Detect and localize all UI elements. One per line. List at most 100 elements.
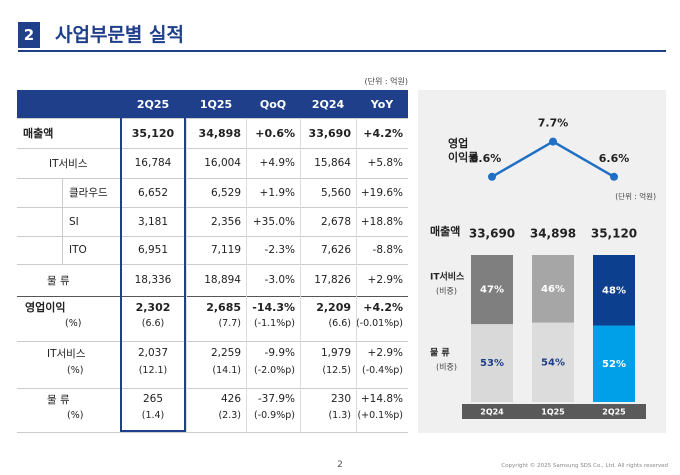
bar-segment	[532, 255, 574, 323]
table-cell: +4.9%	[259, 157, 295, 169]
table-cell: 2,678	[320, 215, 351, 228]
table-cell: 2,302	[135, 300, 171, 314]
margin-point	[610, 172, 618, 181]
bar-segment	[593, 325, 635, 402]
row-label: IT서비스	[49, 157, 88, 170]
table-cell: (6.6)	[141, 318, 165, 329]
table-cell: 34,898	[198, 126, 241, 140]
page-number: 2	[337, 460, 343, 470]
row-rule	[17, 207, 408, 208]
table-cell: 1,979	[320, 347, 351, 359]
table-cell: 17,826	[314, 274, 351, 286]
table-cell: (-2.0%p)	[253, 365, 295, 376]
table-cell: (+0.1%p)	[357, 410, 403, 421]
column-header: 2Q25	[136, 97, 170, 111]
bar-segment	[471, 255, 513, 325]
table-cell: 6,652	[137, 186, 169, 199]
row-label: (%)	[67, 410, 84, 421]
row-rule	[17, 178, 408, 179]
bar-segment	[593, 255, 635, 326]
row-rule	[17, 236, 408, 237]
table-cell: 426	[220, 393, 241, 405]
column-header: YoY	[370, 97, 394, 111]
row-label: 물 류	[47, 274, 70, 287]
row-label: 물 류	[47, 393, 70, 406]
segment-label: 54%	[541, 357, 565, 368]
margin-label: 7.7%	[538, 117, 569, 130]
table-cell: 16,784	[134, 157, 172, 169]
table-cell: (14.1)	[212, 365, 241, 376]
table-cell: +19.6%	[360, 186, 403, 199]
legend-name: 물 류	[430, 348, 450, 359]
row-label: IT서비스	[47, 347, 86, 360]
table-cell: (2.3)	[218, 410, 241, 421]
table-cell: 33,690	[308, 126, 351, 140]
table-cell: 265	[142, 393, 164, 405]
unit-note: (단위 : 억원)	[615, 191, 656, 201]
row-rule	[17, 341, 408, 342]
category-label: 1Q25	[541, 408, 565, 417]
row-rule	[17, 388, 408, 389]
indent-rule	[62, 207, 63, 236]
highlight-frame	[120, 90, 186, 432]
table-cell: 7,626	[320, 244, 351, 256]
row-label: 영업이익	[25, 301, 66, 314]
table-cell: (1.3)	[328, 410, 351, 421]
totals-label: 매출액	[430, 224, 460, 238]
table-cell: 230	[330, 393, 351, 405]
table: 2Q25 1Q25 QoQ 2Q24 YoY 매출액 35,120 34,898 +0.6% 33…	[17, 90, 408, 433]
table-cell: 2,685	[206, 300, 241, 314]
table-cell: (-1.1%p)	[253, 318, 295, 329]
column-rule	[246, 118, 247, 432]
bar-segment	[532, 322, 574, 402]
margin-point	[488, 172, 496, 181]
row-rule	[17, 148, 408, 149]
table-cell: 18,336	[134, 274, 172, 286]
table-cell: 15,864	[314, 157, 351, 169]
margin-label: 6.6%	[471, 152, 502, 165]
indent-rule	[62, 236, 63, 264]
table-cell: -37.9%	[257, 393, 295, 405]
row-label: (%)	[67, 365, 84, 376]
table-cell: -3.0%	[264, 274, 295, 286]
table-cell: +5.8%	[367, 157, 403, 169]
unit-note: (단위 : 억원)	[364, 77, 408, 86]
category-label: 2Q24	[480, 408, 504, 417]
table-cell: 7,119	[210, 244, 241, 256]
segment-label: 47%	[480, 285, 504, 296]
row-label: 매출액	[23, 127, 54, 140]
section-number: 2	[18, 22, 40, 48]
title-rule	[18, 50, 666, 52]
column-header: 1Q25	[199, 97, 233, 111]
table-cell: +0.6%	[255, 126, 295, 140]
header-band	[17, 90, 408, 118]
table-cell: (-0.4%p)	[361, 365, 403, 376]
row-label: SI	[69, 215, 79, 228]
table-cell: -8.8%	[372, 244, 403, 256]
table-cell: (7.7)	[218, 318, 241, 329]
segment-label: 48%	[602, 285, 626, 296]
row-rule	[17, 296, 408, 297]
table-cell: 6,951	[137, 244, 169, 256]
table-cell: +4.2%	[363, 126, 403, 140]
total-label: 33,690	[469, 227, 515, 241]
table-cell: (-0.9%p)	[253, 410, 295, 421]
slide-title: 사업부문별 실적	[55, 24, 184, 46]
table-cell: (-0.01%p)	[355, 318, 403, 329]
bottom-rule	[17, 432, 408, 433]
column-header: 2Q24	[311, 97, 345, 111]
table-cell: 35,120	[131, 126, 175, 140]
row-rule	[17, 118, 408, 119]
segment-label: 46%	[541, 284, 565, 295]
table-cell: +2.9%	[367, 347, 403, 359]
table-cell: +14.8%	[360, 393, 403, 405]
table-cell: 2,209	[316, 300, 351, 314]
margin-point	[549, 137, 557, 146]
table-cell: 2,259	[210, 347, 241, 359]
category-label: 2Q25	[602, 408, 626, 417]
legend-note: (비중)	[436, 363, 457, 372]
table-cell: +35.0%	[252, 215, 295, 228]
table-cell: (6.6)	[328, 318, 351, 329]
